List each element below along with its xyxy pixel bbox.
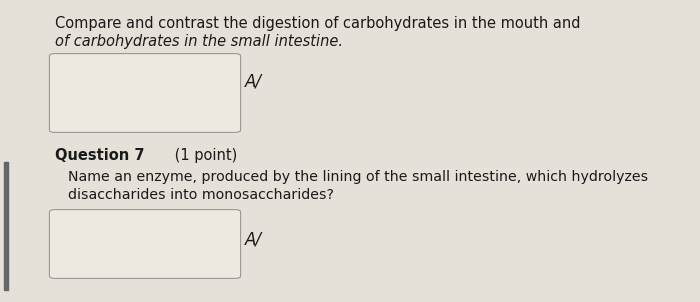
Text: Name an enzyme, produced by the lining of the small intestine, which hydrolyzes: Name an enzyme, produced by the lining o…	[68, 170, 648, 184]
Text: Compare and contrast the digestion of carbohydrates in the mouth and: Compare and contrast the digestion of ca…	[55, 16, 585, 31]
Text: A/: A/	[245, 230, 262, 248]
Text: disaccharides into monosaccharides?: disaccharides into monosaccharides?	[68, 188, 334, 202]
FancyBboxPatch shape	[50, 53, 241, 132]
Text: A/: A/	[245, 72, 262, 90]
Bar	[4, 162, 8, 290]
Text: (1 point): (1 point)	[171, 148, 238, 163]
Text: Question 7: Question 7	[55, 148, 144, 163]
Text: of carbohydrates in the small intestine.: of carbohydrates in the small intestine.	[55, 34, 343, 49]
FancyBboxPatch shape	[50, 210, 241, 278]
